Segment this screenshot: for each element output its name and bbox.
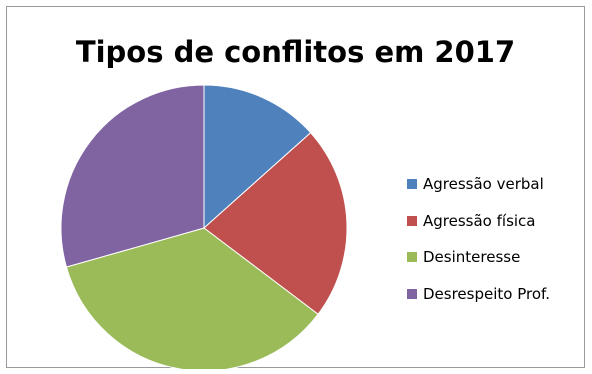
legend-item: Agressão verbal [407, 166, 550, 203]
legend-label: Agressão verbal [423, 175, 544, 194]
legend-item: Desrespeito Prof. [407, 276, 550, 313]
legend-swatch [407, 252, 417, 263]
pie-slice-desinteresse [65, 227, 319, 369]
legend-swatch [407, 288, 417, 299]
legend-label: Agressão física [423, 211, 536, 230]
pie-slice-agressao-verbal [203, 84, 312, 230]
legend-label: Desrespeito Prof. [423, 284, 550, 303]
pie-slice-agressao-fisica [203, 132, 348, 315]
pie-slice-desrespeito-prof [60, 84, 205, 268]
legend-item: Desinteresse [407, 239, 550, 276]
legend-item: Agressão física [407, 203, 550, 240]
chart-area: Tipos de conflitos em 2017 Agressão verb… [6, 6, 585, 369]
legend-swatch [407, 179, 417, 190]
legend-swatch [407, 215, 417, 226]
legend-label: Desinteresse [423, 248, 521, 267]
pie-chart [60, 84, 348, 369]
chart-legend: Agressão verbal Agressão física Desinteres… [407, 166, 550, 312]
chart-title: Tipos de conflitos em 2017 [75, 35, 516, 69]
